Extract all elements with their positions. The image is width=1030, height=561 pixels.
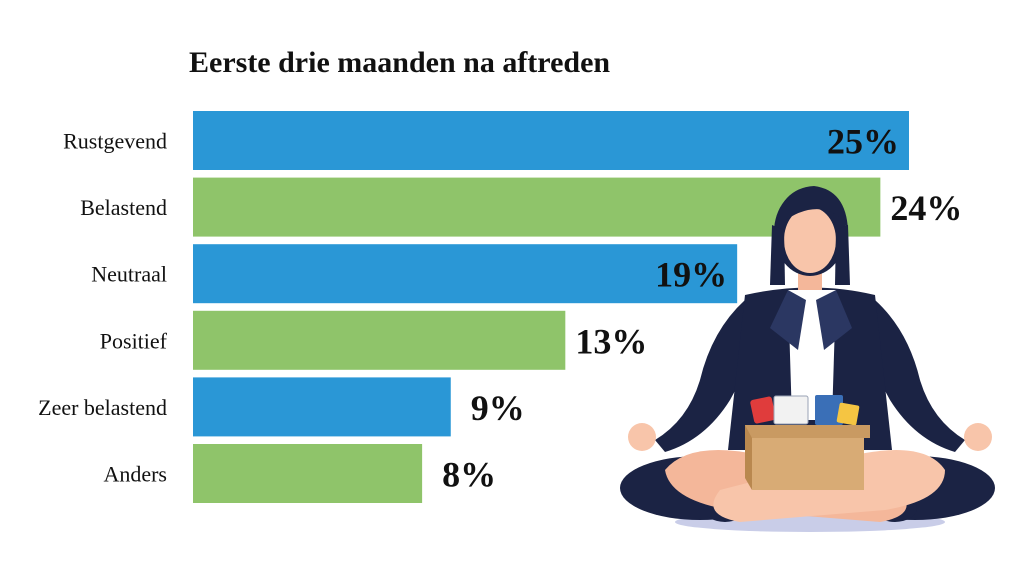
category-label: Rustgevend (63, 129, 167, 154)
category-label: Positief (100, 328, 168, 353)
bars-group: Rustgevend 25% Belastend 24% Neutraal 19% Posi… (38, 111, 962, 503)
bar-anders (193, 444, 423, 503)
bar-zeer-belastend (193, 377, 451, 437)
category-label: Neutraal (91, 262, 167, 287)
bar-neutraal (193, 244, 738, 304)
bar-positief (193, 310, 566, 370)
value-label: 24% (890, 188, 962, 228)
value-label: 8% (442, 455, 496, 495)
value-label: 25% (827, 122, 899, 162)
chart-title: Eerste drie maanden na aftreden (189, 46, 610, 79)
category-label: Zeer belastend (38, 395, 167, 420)
bar-belastend (193, 177, 881, 237)
bar-rustgevend (193, 111, 909, 170)
value-label: 13% (575, 321, 647, 361)
meditating-woman-with-box-illustration (620, 186, 995, 532)
category-label: Belastend (80, 195, 167, 220)
category-label: Anders (103, 462, 167, 487)
value-label: 19% (655, 255, 727, 295)
value-label: 9% (471, 388, 525, 428)
